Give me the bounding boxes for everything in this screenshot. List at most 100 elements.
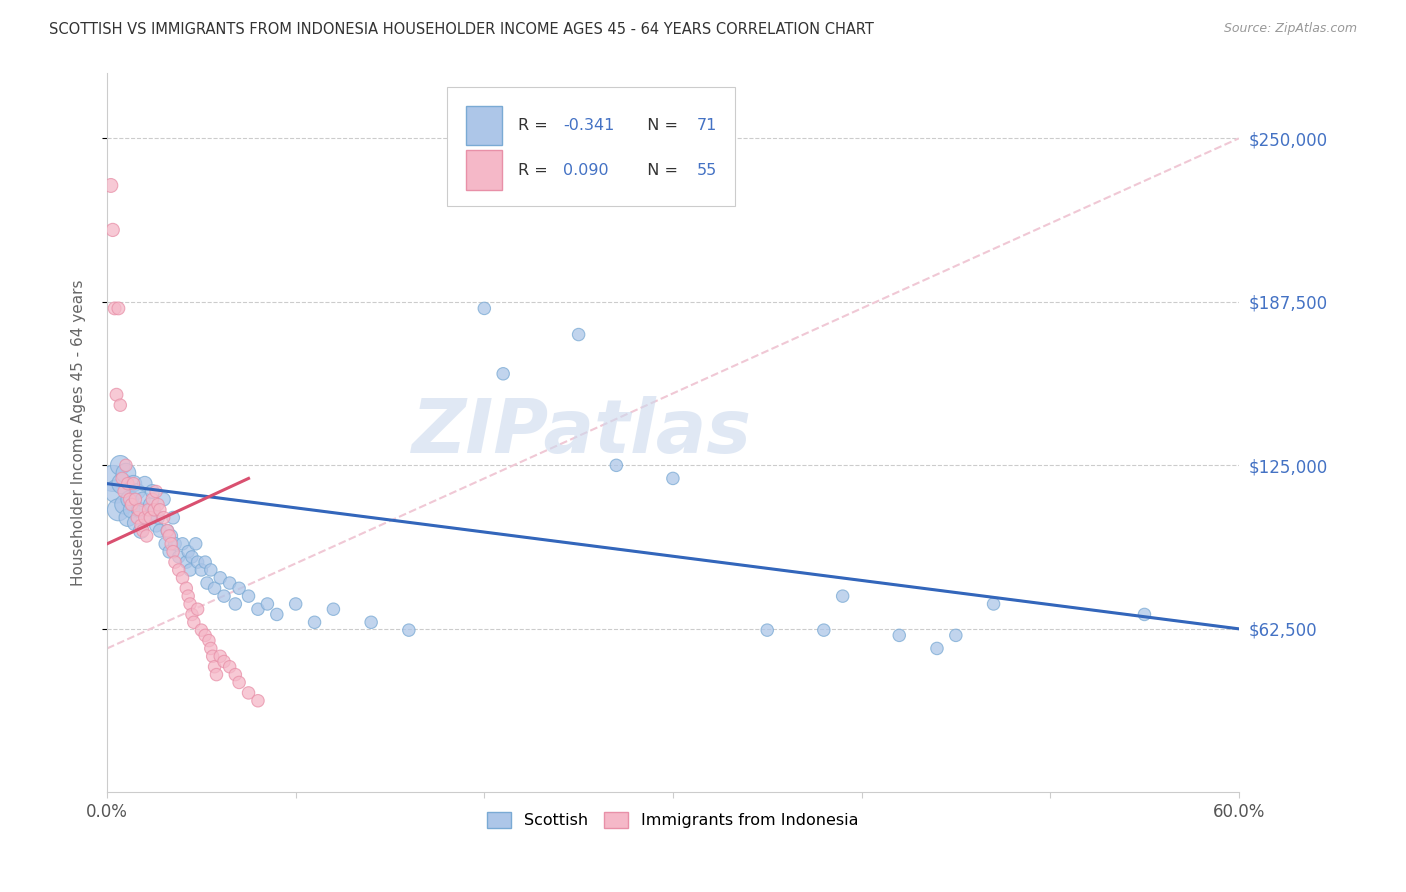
Point xyxy=(605,458,627,473)
Point xyxy=(212,655,235,669)
Point xyxy=(143,503,166,517)
Text: R =: R = xyxy=(517,162,553,178)
Point xyxy=(129,524,152,538)
Point xyxy=(224,597,246,611)
Point xyxy=(160,529,183,543)
Point xyxy=(256,597,278,611)
Point xyxy=(187,555,209,569)
Point xyxy=(238,686,260,700)
Legend: Scottish, Immigrants from Indonesia: Scottish, Immigrants from Indonesia xyxy=(481,805,865,835)
Point xyxy=(105,388,128,402)
Point xyxy=(246,694,269,708)
Text: 55: 55 xyxy=(697,162,717,178)
Point xyxy=(115,466,138,480)
Point xyxy=(195,576,218,591)
Point xyxy=(135,529,157,543)
Point xyxy=(139,498,162,512)
Text: N =: N = xyxy=(637,162,683,178)
Point xyxy=(190,563,212,577)
Point xyxy=(194,628,217,642)
Y-axis label: Householder Income Ages 45 - 64 years: Householder Income Ages 45 - 64 years xyxy=(72,279,86,586)
Point xyxy=(304,615,326,630)
Point xyxy=(190,623,212,637)
Point xyxy=(200,563,222,577)
Point xyxy=(179,597,201,611)
Point xyxy=(145,518,167,533)
Point xyxy=(138,510,160,524)
Point xyxy=(111,476,134,491)
Point xyxy=(756,623,779,637)
Point xyxy=(209,649,232,664)
Point xyxy=(284,597,307,611)
Point xyxy=(152,510,174,524)
Point xyxy=(110,398,132,412)
Point xyxy=(104,301,127,316)
Point xyxy=(117,476,139,491)
FancyBboxPatch shape xyxy=(465,106,502,145)
Point xyxy=(198,633,221,648)
Point xyxy=(145,484,167,499)
Point xyxy=(172,571,194,585)
Point xyxy=(129,518,152,533)
Point xyxy=(177,589,200,603)
Point xyxy=(360,615,382,630)
Point xyxy=(152,492,174,507)
Text: R =: R = xyxy=(517,118,553,133)
Text: Source: ZipAtlas.com: Source: ZipAtlas.com xyxy=(1223,22,1357,36)
Point xyxy=(141,484,163,499)
Point xyxy=(124,492,146,507)
Point xyxy=(1133,607,1156,622)
FancyBboxPatch shape xyxy=(465,151,502,190)
Point xyxy=(472,301,495,316)
Point xyxy=(889,628,911,642)
Point xyxy=(204,582,226,596)
Point xyxy=(143,503,166,517)
Point xyxy=(181,549,204,564)
Point xyxy=(115,458,138,473)
Point xyxy=(157,529,180,543)
Point xyxy=(122,476,145,491)
Point xyxy=(122,476,145,491)
Point xyxy=(322,602,344,616)
Point xyxy=(945,628,967,642)
Point xyxy=(167,549,190,564)
Point xyxy=(174,582,197,596)
Point xyxy=(156,524,179,538)
Point xyxy=(177,544,200,558)
Point xyxy=(925,641,948,656)
Point xyxy=(107,301,129,316)
Point xyxy=(212,589,235,603)
Point xyxy=(134,510,156,524)
Point xyxy=(134,476,156,491)
Point xyxy=(983,597,1005,611)
Point xyxy=(121,503,143,517)
Point xyxy=(149,524,172,538)
Point xyxy=(124,516,146,530)
Point xyxy=(121,498,143,512)
Point xyxy=(155,537,177,551)
Point xyxy=(181,607,204,622)
Point xyxy=(174,555,197,569)
Point xyxy=(167,563,190,577)
Point xyxy=(162,510,184,524)
Point xyxy=(160,537,183,551)
Point xyxy=(266,607,288,622)
Point xyxy=(118,492,141,507)
Point xyxy=(238,589,260,603)
Point xyxy=(105,484,128,499)
Point xyxy=(101,223,124,237)
Point xyxy=(492,367,515,381)
Point xyxy=(187,602,209,616)
Point xyxy=(118,492,141,507)
Point xyxy=(194,555,217,569)
Point xyxy=(209,571,232,585)
Point xyxy=(112,484,135,499)
Point xyxy=(163,555,186,569)
Point xyxy=(146,510,169,524)
Point xyxy=(831,589,853,603)
Point xyxy=(246,602,269,616)
Point xyxy=(163,537,186,551)
Point xyxy=(200,641,222,656)
FancyBboxPatch shape xyxy=(447,87,735,206)
Point xyxy=(128,503,150,517)
